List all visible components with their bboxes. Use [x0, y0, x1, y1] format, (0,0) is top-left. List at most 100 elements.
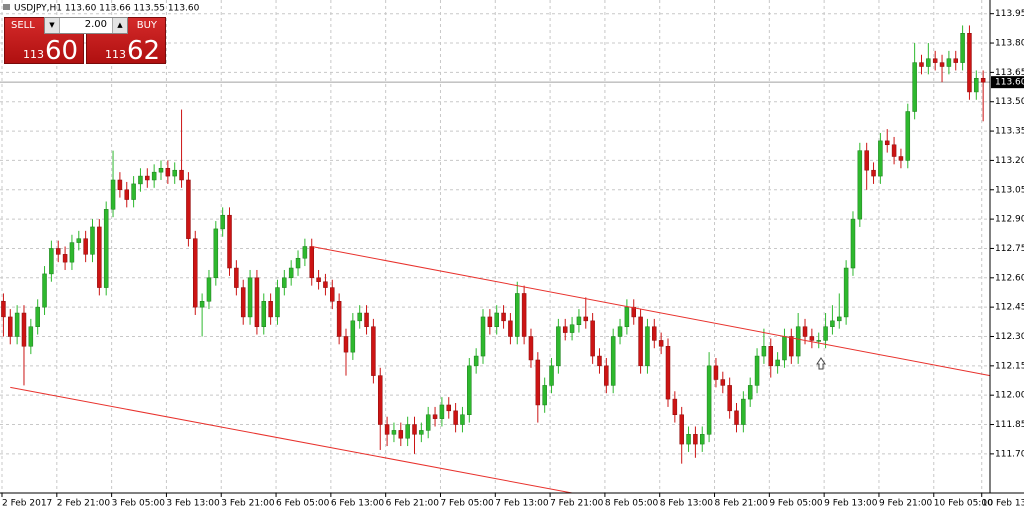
x-tick-label: 3 Feb 21:00	[221, 499, 275, 509]
x-tick-label: 9 Feb 21:00	[879, 499, 933, 509]
candle-body	[405, 424, 410, 439]
candle-body	[145, 175, 150, 181]
candle-body	[90, 226, 95, 255]
lot-down[interactable]: ▼	[45, 18, 60, 33]
candle-body	[823, 326, 828, 341]
x-tick-label: 6 Feb 13:00	[331, 499, 385, 509]
x-tick-label: 9 Feb 13:00	[824, 499, 878, 509]
candle-body	[747, 385, 753, 400]
candle-body	[837, 316, 842, 322]
candle-body	[802, 326, 808, 337]
candle-body	[515, 293, 520, 337]
sell-button[interactable]: SELL 113 60	[4, 17, 84, 66]
x-tick-label: 10 Feb 13:00	[982, 499, 1024, 509]
chart-icon	[3, 4, 10, 10]
candle-body	[131, 183, 136, 200]
candle-body	[912, 62, 917, 112]
candle-body	[679, 414, 684, 445]
y-tick-label: 112.45	[995, 303, 1024, 313]
lot-spinner[interactable]: ▼ 2.00 ▲	[44, 17, 128, 34]
candle-body	[336, 301, 342, 337]
sell-price-big: 113	[23, 48, 44, 61]
candle-body	[69, 242, 75, 263]
candle-body	[453, 410, 458, 425]
candle-body	[49, 248, 54, 275]
candle-body	[21, 312, 27, 347]
candle-body	[741, 398, 746, 425]
candle-body	[323, 281, 328, 288]
candle-body	[789, 336, 794, 357]
candle-body	[62, 254, 68, 263]
lot-up[interactable]: ▲	[112, 18, 127, 33]
candle-body	[638, 316, 643, 367]
x-tick-label: 6 Feb 21:00	[386, 499, 440, 509]
candle-body	[946, 58, 952, 67]
candle-body	[494, 312, 499, 327]
candle-body	[864, 150, 869, 171]
candle-body	[76, 238, 82, 243]
candle-body	[419, 430, 424, 435]
candle-body	[97, 226, 102, 288]
candle-body	[782, 336, 787, 361]
candle-body	[28, 326, 34, 347]
candle-body	[391, 430, 397, 435]
candle-body	[562, 326, 568, 333]
y-tick-label: 113.95	[995, 9, 1024, 19]
candle-body	[186, 179, 191, 239]
candle-body	[288, 267, 294, 279]
trendline	[10, 386, 573, 494]
trendline	[311, 246, 991, 377]
candle-body	[103, 209, 109, 288]
candle-body	[898, 156, 904, 161]
sell-price-small: 60	[45, 36, 79, 66]
candle-body	[727, 385, 732, 412]
candle-body	[528, 336, 534, 361]
grid	[0, 0, 990, 493]
x-tick-label: 10 Feb 05:00	[934, 499, 993, 509]
y-tick-label: 112.75	[995, 244, 1024, 254]
candle-body	[384, 424, 390, 435]
candle-body	[473, 355, 479, 367]
candle-body	[247, 277, 253, 318]
y-tick-label: 111.70	[995, 449, 1024, 459]
last-price-label: 113.60	[995, 78, 1024, 88]
candle-body	[556, 326, 561, 367]
sell-label: SELL	[11, 20, 35, 31]
candle-body	[42, 273, 47, 308]
y-tick-label: 113.80	[995, 39, 1024, 49]
candle-body	[282, 277, 287, 288]
candle-body	[569, 324, 575, 333]
candle-body	[199, 301, 205, 308]
candle-body	[330, 287, 335, 302]
y-tick-label: 112.90	[995, 215, 1024, 225]
candle-body	[521, 293, 527, 337]
candle-body	[316, 277, 321, 282]
candle-body	[967, 33, 972, 93]
candle-body	[953, 58, 958, 63]
candle-body	[850, 218, 856, 269]
candle-body	[816, 340, 821, 342]
candle-body	[617, 326, 623, 337]
candle-body	[939, 62, 945, 67]
candle-body	[919, 62, 924, 67]
candle-body	[878, 140, 883, 177]
y-tick-label: 113.65	[995, 68, 1024, 78]
candle-body	[275, 287, 280, 318]
candle-body	[974, 78, 979, 93]
candle-body	[891, 144, 897, 157]
candle-body	[706, 365, 712, 435]
x-tick-label: 3 Feb 13:00	[166, 499, 220, 509]
lot-value: 2.00	[84, 19, 107, 30]
candle-body	[857, 150, 863, 220]
candle-body	[1, 301, 6, 318]
candle-body	[350, 320, 356, 353]
candle-body	[487, 316, 493, 327]
candle-body	[193, 238, 198, 308]
candle-body	[343, 336, 349, 353]
y-tick-label: 113.05	[995, 185, 1024, 195]
candle-body	[295, 257, 301, 269]
candle-body	[768, 346, 774, 367]
candle-body	[261, 301, 267, 327]
candle-body	[227, 214, 232, 269]
candle-body	[309, 246, 314, 279]
